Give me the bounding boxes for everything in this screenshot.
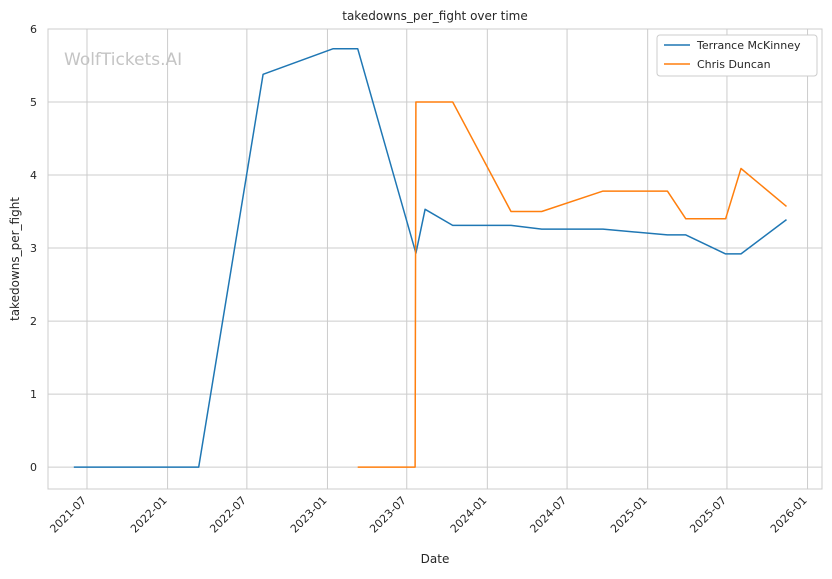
legend-label-series-0: Terrance McKinney bbox=[696, 39, 801, 52]
series-layer bbox=[73, 47, 787, 468]
y-tick-label: 4 bbox=[30, 169, 37, 182]
y-tick-label: 3 bbox=[30, 242, 37, 255]
legend-label-series-1: Chris Duncan bbox=[697, 58, 771, 71]
y-tick-label: 2 bbox=[30, 315, 37, 328]
y-axis-ticks: 0 1 2 3 4 5 6 bbox=[30, 23, 37, 474]
watermark: WolfTickets.AI bbox=[64, 50, 182, 70]
chart-title: takedowns_per_fight over time bbox=[342, 9, 528, 23]
y-tick-label: 0 bbox=[30, 461, 37, 474]
x-axis-label: Date bbox=[421, 552, 450, 566]
y-tick-label: 1 bbox=[30, 388, 37, 401]
y-tick-label: 6 bbox=[30, 23, 37, 36]
grid bbox=[48, 28, 822, 489]
y-tick-label: 5 bbox=[30, 96, 37, 109]
series-line-0 bbox=[73, 47, 787, 468]
y-axis-label: takedowns_per_fight bbox=[8, 197, 22, 321]
series-line-1 bbox=[357, 101, 787, 468]
legend: Terrance McKinney Chris Duncan bbox=[656, 34, 818, 77]
plot-frame bbox=[47, 28, 823, 490]
legend-box bbox=[656, 34, 818, 77]
